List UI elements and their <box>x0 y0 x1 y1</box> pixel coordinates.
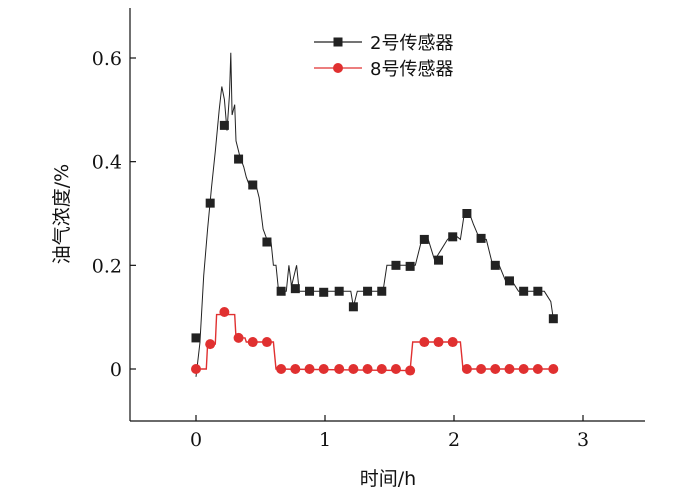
legend-marker-2 <box>333 63 343 73</box>
data-point-series-1 <box>462 209 472 218</box>
data-point-series-1 <box>276 286 286 296</box>
data-point-series-1 <box>219 120 229 130</box>
data-point-series-2 <box>348 364 359 374</box>
data-point-series-2 <box>532 364 543 374</box>
data-point-series-1 <box>248 180 258 190</box>
data-point-series-1 <box>490 260 500 270</box>
data-point-series-1 <box>191 333 201 343</box>
data-point-series-1 <box>504 276 514 286</box>
data-point-series-2 <box>233 332 244 343</box>
data-point-series-2 <box>490 364 501 374</box>
data-point-series-1 <box>363 286 373 296</box>
data-point-series-2 <box>362 364 373 374</box>
y-tick-label: 0.2 <box>92 255 122 277</box>
data-point-series-2 <box>290 364 301 374</box>
x-tick-label: 3 <box>577 429 589 451</box>
data-point-series-2 <box>191 364 201 374</box>
data-point-series-1 <box>262 237 272 247</box>
x-tick-label: 2 <box>448 429 460 451</box>
x-axis-label: 时间/h <box>360 468 416 490</box>
data-point-series-2 <box>276 364 287 374</box>
legend-label-1: 2号传感器 <box>370 33 453 54</box>
data-point-series-1 <box>234 154 244 164</box>
data-point-series-1 <box>391 260 401 270</box>
data-point-series-2 <box>419 337 430 348</box>
data-point-series-1 <box>334 286 344 296</box>
data-point-series-2 <box>376 364 387 374</box>
data-point-series-2 <box>504 364 515 374</box>
data-point-series-1 <box>533 286 543 296</box>
series-markers <box>191 120 559 376</box>
plot-frame <box>129 8 645 422</box>
y-tick-label: 0.4 <box>92 152 122 174</box>
axis-ticks: 0 1 2 3 0 0.2 0.4 0.6 <box>92 48 589 451</box>
data-point-series-2 <box>261 337 272 348</box>
data-point-series-2 <box>476 364 487 374</box>
data-point-series-2 <box>548 364 559 374</box>
y-tick-label: 0 <box>110 359 122 381</box>
data-point-series-1 <box>290 284 300 294</box>
data-point-series-2 <box>247 337 258 348</box>
data-point-series-1 <box>519 286 529 296</box>
series-traces <box>195 52 554 377</box>
data-point-series-1 <box>348 302 358 312</box>
data-point-series-2 <box>433 337 444 348</box>
legend-label-2: 8号传感器 <box>370 59 453 80</box>
data-point-series-2 <box>334 364 345 374</box>
data-point-series-1 <box>476 233 486 243</box>
data-point-series-2 <box>405 365 416 376</box>
data-point-series-1 <box>205 198 215 208</box>
data-point-series-2 <box>318 364 329 374</box>
data-point-series-2 <box>518 364 529 374</box>
data-point-series-1 <box>548 314 558 324</box>
x-tick-label: 1 <box>319 429 331 451</box>
legend: 2号传感器 8号传感器 <box>314 33 453 80</box>
data-point-series-2 <box>304 364 315 374</box>
data-point-series-2 <box>205 339 216 350</box>
legend-marker-1 <box>333 37 343 47</box>
series-line-1 <box>195 52 554 377</box>
data-point-series-1 <box>319 287 329 297</box>
x-tick-label: 0 <box>190 429 202 451</box>
data-point-series-1 <box>419 234 429 244</box>
data-point-series-1 <box>305 286 315 296</box>
data-point-series-1 <box>405 261 415 271</box>
data-point-series-2 <box>461 364 472 374</box>
data-point-series-1 <box>434 255 444 265</box>
data-point-series-1 <box>377 286 387 296</box>
y-tick-label: 0.6 <box>92 48 122 70</box>
y-axis-label: 油气浓度/% <box>51 164 73 264</box>
data-point-series-2 <box>447 337 458 348</box>
data-point-series-2 <box>219 306 230 317</box>
data-point-series-2 <box>390 364 401 374</box>
data-point-series-1 <box>448 232 458 242</box>
